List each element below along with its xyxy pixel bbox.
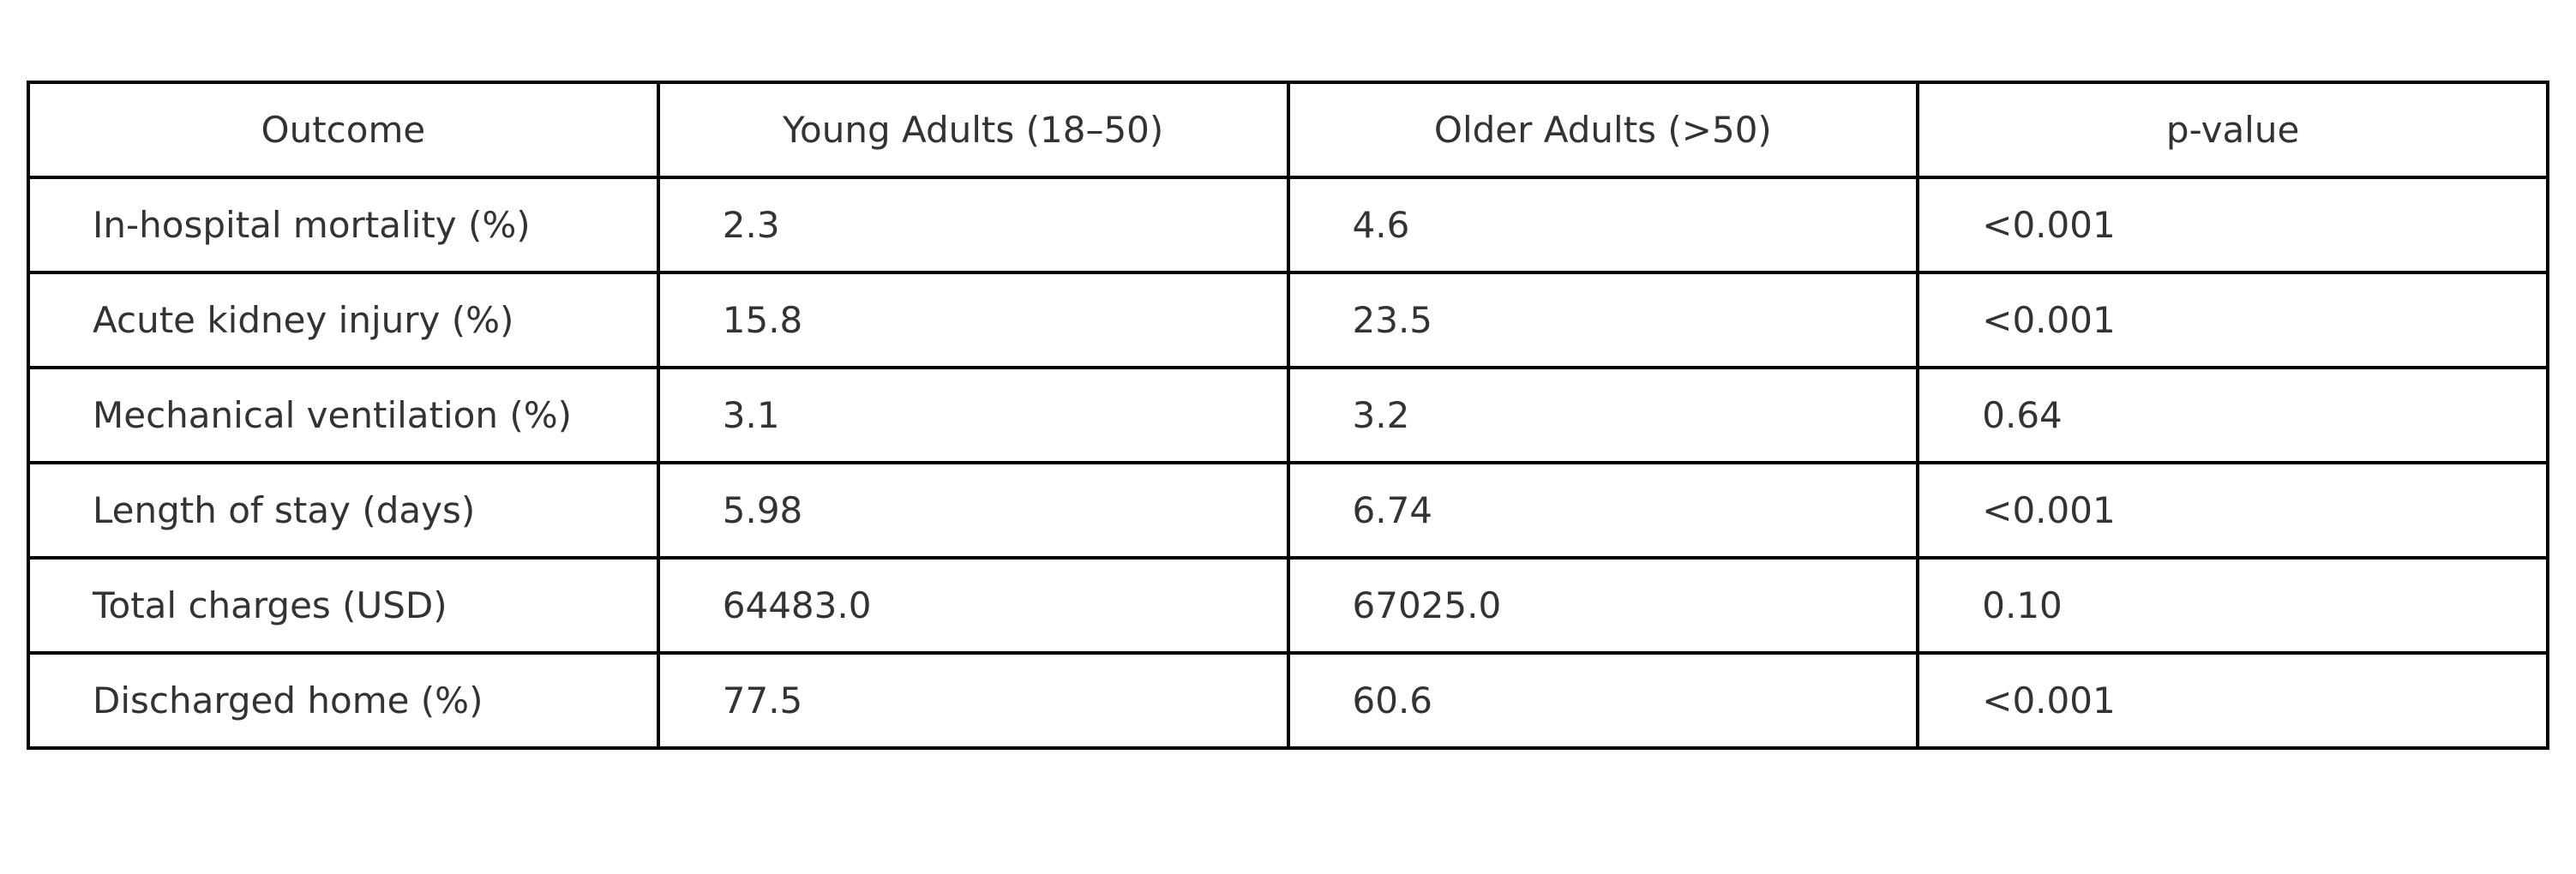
table-cell: Acute kidney injury (%) bbox=[27, 271, 660, 369]
header-cell: Outcome bbox=[27, 81, 660, 179]
table-cell: Discharged home (%) bbox=[27, 651, 660, 750]
table-cell: 67025.0 bbox=[1286, 556, 1920, 655]
table-cell: <0.001 bbox=[1916, 461, 2549, 560]
table-cell: 77.5 bbox=[656, 651, 1290, 750]
table-cell: 3.2 bbox=[1286, 366, 1920, 464]
table-cell: <0.001 bbox=[1916, 176, 2549, 274]
table-cell: 3.1 bbox=[656, 366, 1290, 464]
table-row: Total charges (USD) 64483.0 67025.0 0.10 bbox=[27, 556, 2549, 655]
table-cell: 6.74 bbox=[1286, 461, 1920, 560]
table-cell: 60.6 bbox=[1286, 651, 1920, 750]
table-cell: In-hospital mortality (%) bbox=[27, 176, 660, 274]
table-cell: 4.6 bbox=[1286, 176, 1920, 274]
table-body: In-hospital mortality (%) 2.3 4.6 <0.001 Acu… bbox=[27, 176, 2549, 750]
table-cell: 64483.0 bbox=[656, 556, 1290, 655]
table-row: In-hospital mortality (%) 2.3 4.6 <0.001 bbox=[27, 176, 2549, 274]
table-cell: 15.8 bbox=[656, 271, 1290, 369]
table-cell: 0.10 bbox=[1916, 556, 2549, 655]
table-row: Length of stay (days) 5.98 6.74 <0.001 bbox=[27, 461, 2549, 560]
header-cell: Young Adults (18–50) bbox=[656, 81, 1290, 179]
table-cell: Total charges (USD) bbox=[27, 556, 660, 655]
table-header: Outcome Young Adults (18–50) Older Adults … bbox=[27, 81, 2549, 179]
table-cell: Length of stay (days) bbox=[27, 461, 660, 560]
table-cell: 2.3 bbox=[656, 176, 1290, 274]
table-row: Discharged home (%) 77.5 60.6 <0.001 bbox=[27, 651, 2549, 750]
table-cell: 5.98 bbox=[656, 461, 1290, 560]
header-cell: p-value bbox=[1916, 81, 2549, 179]
table-cell: 23.5 bbox=[1286, 271, 1920, 369]
table-row: Mechanical ventilation (%) 3.1 3.2 0.64 bbox=[27, 366, 2549, 464]
outcomes-table: Outcome Young Adults (18–50) Older Adults … bbox=[27, 81, 2549, 750]
table-cell: 0.64 bbox=[1916, 366, 2549, 464]
table-row: Acute kidney injury (%) 15.8 23.5 <0.001 bbox=[27, 271, 2549, 369]
header-cell: Older Adults (>50) bbox=[1286, 81, 1920, 179]
header-row: Outcome Young Adults (18–50) Older Adults … bbox=[27, 81, 2549, 179]
table-cell: <0.001 bbox=[1916, 651, 2549, 750]
table-cell: <0.001 bbox=[1916, 271, 2549, 369]
table-cell: Mechanical ventilation (%) bbox=[27, 366, 660, 464]
